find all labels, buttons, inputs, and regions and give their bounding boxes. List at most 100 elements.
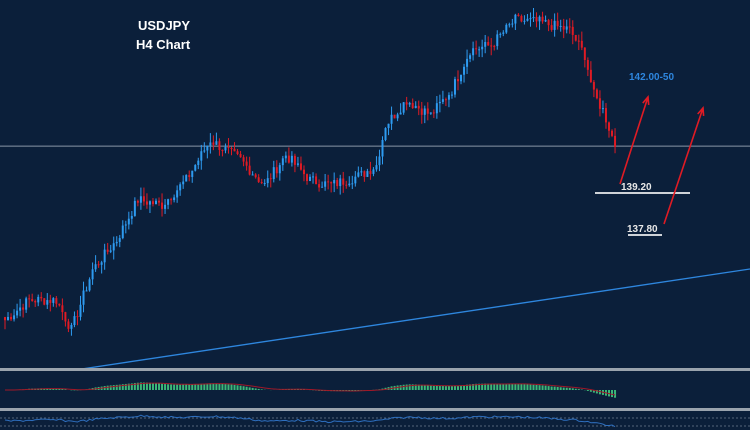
candle-body [10,316,13,320]
macd-signal-line [4,382,616,396]
candle-body [263,183,266,185]
macd-bar [463,385,466,390]
candle-body [209,142,212,146]
macd-bar [595,390,598,394]
macd-bar [52,388,55,390]
macd-bar [115,384,118,390]
macd-bar [179,384,182,390]
arrow-to-target-2 [663,107,704,225]
candle-body [127,218,130,225]
macd-bar [227,384,230,390]
macd-bar [520,383,523,390]
candle-body [318,184,321,188]
macd-bar [173,384,176,390]
macd-bar [221,383,224,390]
macd-bar [523,384,526,390]
candle-body [28,298,31,300]
macd-bar [532,384,535,390]
macd-bar [568,387,571,390]
macd-bar [441,385,444,390]
candle-body [523,20,526,22]
macd-bar [224,384,227,390]
candle-body [453,79,456,95]
candle-body [342,178,345,185]
macd-bar [257,388,260,390]
macd-bar [260,389,263,390]
candle-body [499,33,502,35]
candle-body [414,105,417,109]
macd-bar [167,384,170,390]
candle-body [369,171,372,174]
candle-body [206,145,209,151]
candle-body [472,48,475,56]
macd-bar [161,383,164,390]
candle-body [535,17,538,22]
candle-body [614,135,617,147]
candle-body [333,180,336,184]
macd-bar [420,384,423,390]
candle-body [242,157,245,162]
candle-body [562,25,565,30]
candle-body [73,316,76,326]
candle-body [598,98,601,109]
candle-body [185,175,188,182]
candle-body [447,95,450,100]
candle-body [460,74,463,82]
macd-bar [405,384,408,390]
macd-bar [46,388,49,390]
macd-bar [124,383,127,390]
macd-bar [233,384,236,390]
candle-body [139,196,142,203]
candle-body [345,184,348,186]
candle-body [58,303,61,306]
oscillator-line [4,414,616,428]
candle-body [375,165,378,170]
candle-body [248,165,251,175]
macd-bar [127,383,130,390]
candle-body [124,224,127,226]
panel-separator-2 [0,408,750,411]
candle-body [466,58,469,67]
candle-body [396,114,399,119]
candle-body [544,20,547,22]
macd-bar [535,384,538,390]
candle-body [315,176,318,185]
candle-body [293,155,296,165]
arrow-to-target-1-head [642,95,650,106]
candle-body [64,312,67,322]
candle-body [212,142,215,145]
candle-body [158,200,161,203]
panel-separator-1 [0,368,750,371]
macd-bar [145,382,148,390]
candle-body [7,316,10,321]
candle-body [372,169,375,174]
macd-bar [230,384,233,390]
macd-bar [164,384,167,390]
candle-body [351,183,354,185]
macd-bar [158,383,161,390]
candle-body [133,200,136,216]
candle-body [399,112,402,115]
candle-body [31,299,34,301]
macd-bar [182,384,185,390]
macd-bar [547,386,550,390]
support-label-1: 139.20 [621,182,652,193]
macd-bar [475,383,478,390]
macd-bar [444,386,447,390]
candle-body [136,200,139,203]
macd-bar [354,390,357,391]
candle-body [236,151,239,155]
macd-bar [541,385,544,390]
macd-bar [248,387,251,390]
candle-body [106,249,109,252]
macd-bar [136,382,139,390]
macd-bar [481,383,484,390]
candle-body [441,99,444,102]
candle-body [49,300,52,303]
candle-body [529,18,532,20]
macd-bar [550,386,553,390]
macd-bar [614,390,617,398]
candle-body [79,304,82,317]
candle-body [429,112,432,114]
